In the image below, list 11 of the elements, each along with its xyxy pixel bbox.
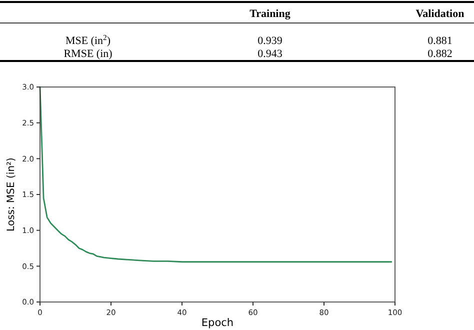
category-label: Training: [250, 8, 291, 20]
category-label: Validation: [416, 8, 464, 20]
text: 0.881: [428, 35, 452, 47]
line-series: [39, 86, 392, 263]
text: 0.882: [428, 48, 452, 60]
category-label: MSE (in$^{2}$): [65, 32, 111, 47]
category-label: RMSE (in): [64, 48, 112, 60]
x-axis-title: Epoch: [201, 317, 234, 329]
text: 0.943: [258, 48, 282, 60]
y-axis-title: Loss: MSE (in²): [6, 157, 17, 232]
text: 0.939: [258, 35, 282, 47]
